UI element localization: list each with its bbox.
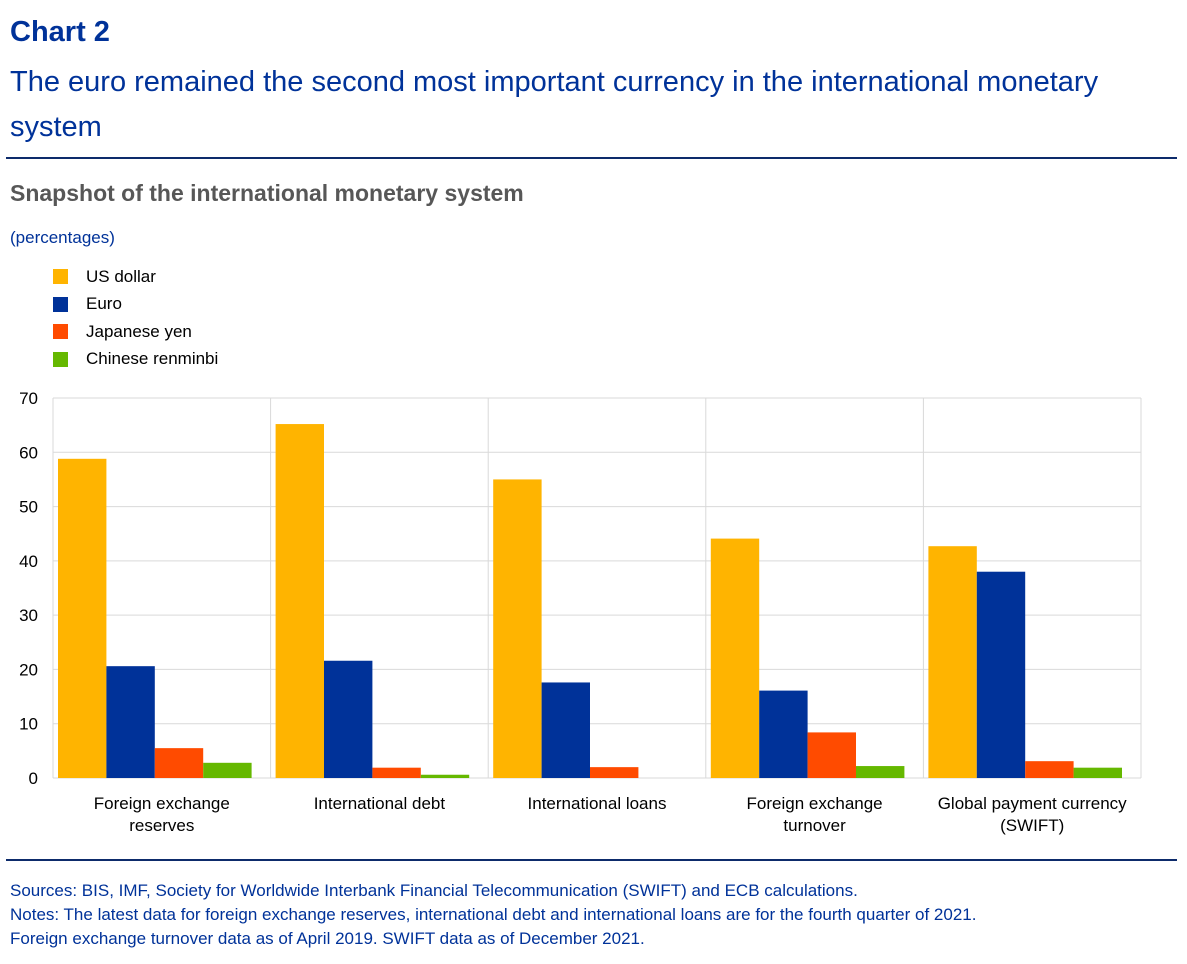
y-tick-label-0: 0 <box>29 769 38 788</box>
bar-chinese-renminbi-3 <box>856 766 905 778</box>
footnotes: Sources: BIS, IMF, Society for Worldwide… <box>10 879 976 951</box>
bar-us-dollar-3 <box>710 538 760 778</box>
bar-us-dollar-4 <box>928 546 977 778</box>
y-tick-label-70: 70 <box>19 389 38 408</box>
legend-label-japanese-yen: Japanese yen <box>86 321 192 341</box>
legend-item-us-dollar: US dollar <box>53 263 218 291</box>
chart-number: Chart 2 <box>10 16 110 48</box>
bar-euro-2 <box>541 682 590 778</box>
bar-chinese-renminbi-4 <box>1073 767 1122 778</box>
bar-japanese-yen-0 <box>154 748 204 778</box>
legend-item-japanese-yen: Japanese yen <box>53 318 218 346</box>
unit-label: (percentages) <box>10 228 115 247</box>
y-tick-label-20: 20 <box>19 660 38 679</box>
x-tick-label-0-0: Foreign exchange <box>94 794 230 813</box>
bar-euro-0 <box>106 666 155 778</box>
y-tick-label-40: 40 <box>19 552 38 571</box>
bar-us-dollar-0 <box>58 458 107 778</box>
legend-label-euro: Euro <box>86 294 122 314</box>
legend-label-chinese-renminbi: Chinese renminbi <box>86 349 219 369</box>
x-tick-label-1-0: International debt <box>314 794 446 813</box>
chart-headline: The euro remained the second most import… <box>10 60 1180 150</box>
legend-item-euro: Euro <box>53 291 218 319</box>
legend-swatch-euro <box>53 296 68 312</box>
bar-japanese-yen-4 <box>1025 761 1074 778</box>
x-tick-label-2-0: International loans <box>528 794 667 813</box>
bar-euro-4 <box>976 571 1026 778</box>
bar-euro-3 <box>759 690 808 778</box>
notes-line-2: Foreign exchange turnover data as of Apr… <box>10 929 645 948</box>
bar-us-dollar-1 <box>275 424 324 778</box>
bar-us-dollar-2 <box>493 479 542 778</box>
chart-title: Snapshot of the international monetary s… <box>10 180 524 206</box>
x-tick-label-3-1: turnover <box>783 816 846 835</box>
y-tick-label-10: 10 <box>19 715 38 734</box>
legend: US dollar Euro Japanese yen Chinese renm… <box>53 263 218 373</box>
sources-note: Sources: BIS, IMF, Society for Worldwide… <box>10 881 858 900</box>
bar-euro-1 <box>324 660 373 778</box>
x-tick-label-0-1: reserves <box>129 816 194 835</box>
y-tick-label-50: 50 <box>19 498 38 517</box>
bar-japanese-yen-1 <box>372 767 421 778</box>
legend-item-chinese-renminbi: Chinese renminbi <box>53 346 218 374</box>
y-tick-label-30: 30 <box>19 606 38 625</box>
x-tick-label-3-0: Foreign exchange <box>747 794 883 813</box>
bar-chinese-renminbi-0 <box>203 762 252 778</box>
x-tick-label-4-0: Global payment currency <box>938 794 1127 813</box>
bottom-divider <box>6 859 1177 861</box>
x-tick-label-4-1: (SWIFT) <box>1000 816 1064 835</box>
legend-swatch-us-dollar <box>53 269 68 285</box>
legend-swatch-chinese-renminbi <box>53 351 68 367</box>
headline-line-2: system <box>10 111 102 143</box>
bar-japanese-yen-2 <box>590 767 639 778</box>
bar-chart: 0 10 20 30 40 50 60 70 Foreign exchange reserves I… <box>19 389 1142 835</box>
notes-line-1: Notes: The latest data for foreign excha… <box>10 905 977 924</box>
headline-line-1: The euro remained the second most import… <box>10 66 1099 98</box>
bar-chinese-renminbi-1 <box>420 774 470 778</box>
bar-japanese-yen-3 <box>807 732 856 778</box>
legend-swatch-japanese-yen <box>53 324 68 340</box>
legend-label-us-dollar: US dollar <box>86 266 156 286</box>
y-tick-label-60: 60 <box>19 443 38 462</box>
top-divider <box>6 157 1177 159</box>
